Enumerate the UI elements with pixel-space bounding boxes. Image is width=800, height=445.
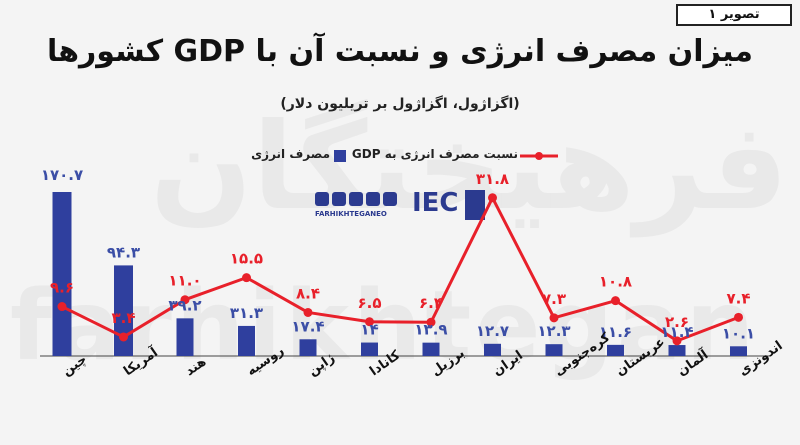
bar-value-label: ۱۱.۴ xyxy=(660,323,693,341)
bar-value-label: ۱۷۰.۷ xyxy=(41,166,83,184)
chart-title: میزان مصرف انرژی و نسبت آن با GDP کشورها xyxy=(46,34,754,69)
bar xyxy=(607,344,624,356)
bar xyxy=(361,342,378,356)
bar-value-label: ۳۱.۳ xyxy=(230,304,263,322)
bar xyxy=(668,345,686,356)
figure-label: تصویر ۱ xyxy=(676,4,792,26)
line-point xyxy=(119,332,128,342)
bar-value-label: ۱۷.۴ xyxy=(291,317,324,335)
bar xyxy=(52,192,72,356)
category-label: هند xyxy=(183,354,209,379)
social-icons xyxy=(315,192,397,206)
bar-value-label: ۱۲.۳ xyxy=(537,322,570,340)
line-value-label: ۳۱.۸ xyxy=(476,170,509,188)
line-point xyxy=(549,313,559,323)
line-point xyxy=(734,312,743,322)
youtube-icon xyxy=(366,192,380,206)
bar-value-label: ۱۱.۶ xyxy=(599,323,632,341)
bar-value-label: ۹۴.۳ xyxy=(107,243,140,261)
line-point xyxy=(488,193,497,203)
category-label: اندونزی xyxy=(736,338,785,379)
legend-bar-swatch xyxy=(334,150,346,162)
legend-line-swatch xyxy=(520,152,558,160)
legend-line-label: نسبت مصرف انرژی به GDP xyxy=(351,147,518,161)
instagram-icon xyxy=(349,192,363,206)
line-value-label: ۸.۴ xyxy=(296,284,320,302)
line-value-label: ۲.۶ xyxy=(665,313,689,331)
line-point xyxy=(426,317,436,327)
line-value-label: ۷.۴ xyxy=(726,289,750,307)
line-value-label: ۶.۴ xyxy=(419,294,443,312)
series-line xyxy=(61,196,740,343)
line-value-label: ۳.۴ xyxy=(111,309,135,327)
bar-value-label: ۱۲.۷ xyxy=(476,322,509,340)
bar xyxy=(299,339,317,356)
bar xyxy=(238,325,255,356)
line-value-label: ۱۱.۰ xyxy=(168,272,201,290)
legend-bar-label: مصرف انرژی xyxy=(251,147,330,161)
bar xyxy=(422,342,440,356)
bar xyxy=(484,343,501,356)
logo-handle: FARHIKHTEGANEO xyxy=(315,210,387,218)
bar xyxy=(730,346,747,356)
line-value-label: ۷.۳ xyxy=(542,290,566,308)
bar-value-label: ۱۳.۹ xyxy=(414,321,447,339)
bar-value-label: ۱۰.۱ xyxy=(722,324,755,342)
line-point xyxy=(303,307,313,317)
x-icon xyxy=(332,192,346,206)
logo-brand: IEC xyxy=(412,188,459,218)
telegram-icon xyxy=(315,192,329,206)
line-value-label: ۶.۵ xyxy=(357,294,381,312)
line-point xyxy=(611,296,620,306)
category-label: عربستان xyxy=(613,335,668,380)
line-value-label: ۱۰.۸ xyxy=(599,273,632,291)
line-point xyxy=(672,336,682,346)
line-point xyxy=(180,295,190,305)
line-value-label: ۱۵.۵ xyxy=(230,250,263,268)
bar-value-label: ۱۴ xyxy=(360,321,378,339)
line-point xyxy=(365,317,374,327)
logo-mark xyxy=(465,190,485,220)
line-point xyxy=(57,302,67,312)
line-value-label: ۹.۶ xyxy=(50,279,74,297)
bar-value-label: ۳۹.۲ xyxy=(168,296,201,314)
eitaa-icon xyxy=(383,192,397,206)
bar xyxy=(176,318,194,356)
line-point xyxy=(242,273,251,283)
bar xyxy=(545,344,563,356)
chart-subtitle: (اگزاژول، اگزاژول بر تریلیون دلار) xyxy=(280,96,520,112)
